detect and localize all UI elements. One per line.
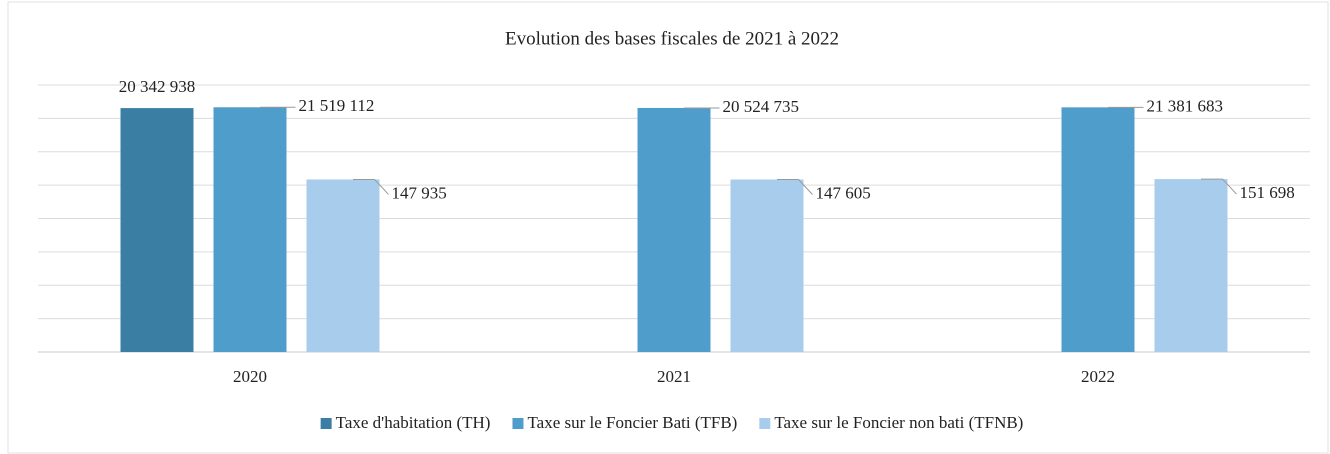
legend-swatch (320, 418, 332, 429)
data-label: 147 935 (392, 183, 447, 202)
data-label: 21 381 683 (1147, 96, 1224, 115)
legend-label: Taxe sur le Foncier non bati (TFNB) (774, 413, 1023, 432)
leader-line (777, 178, 813, 195)
legend-label: Taxe sur le Foncier Bati (TFB) (527, 413, 737, 432)
data-label: 21 519 112 (299, 96, 375, 115)
data-label: 147 605 (816, 183, 871, 202)
data-label: 151 698 (1240, 183, 1295, 202)
legend-label: Taxe d'habitation (TH) (336, 413, 491, 432)
legend-swatch (512, 418, 524, 429)
x-tick-label: 2020 (233, 367, 267, 386)
x-tick-label: 2022 (1081, 367, 1115, 386)
data-label: 20 524 735 (723, 97, 800, 116)
leader-line (1201, 178, 1237, 195)
data-label: 20 342 938 (119, 77, 196, 96)
x-tick-label: 2021 (657, 367, 691, 386)
bar (120, 108, 194, 352)
bar (1154, 179, 1228, 352)
bar (637, 107, 711, 353)
bar (730, 179, 804, 352)
chart-frame (7, 1, 1329, 454)
leader-line (353, 178, 389, 195)
bar (306, 179, 380, 352)
bar (1061, 107, 1135, 352)
chart-title: Evolution des bases fiscales de 2021 à 2… (505, 28, 839, 49)
bar (213, 107, 287, 352)
legend-swatch (759, 418, 771, 429)
